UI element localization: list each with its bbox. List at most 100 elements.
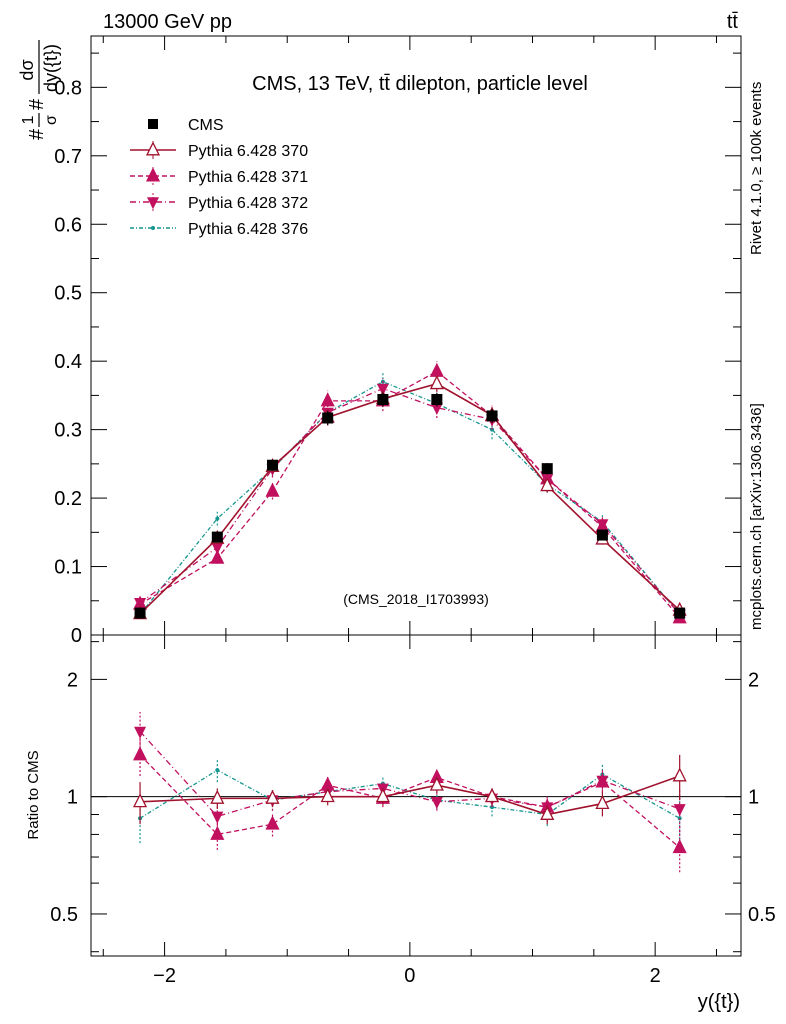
series-line [139,380,681,615]
y-axis-label-mid: # [26,98,48,110]
data-point [211,542,224,555]
legend-label: Pythia 6.428 372 [188,195,308,212]
legend-label: CMS [188,117,224,134]
data-point [322,412,334,424]
data-point [431,394,443,406]
ratio-tick-label-right: 2 [748,669,759,691]
series-1 [133,375,687,620]
y-tick-label: 0.5 [54,283,82,305]
ratio-point [430,797,443,810]
ratio-point [211,811,224,824]
data-point [429,375,444,390]
ratio-tick-label: 0.5 [50,904,78,926]
ratio-point [677,816,682,821]
y-tick-label: 0.6 [54,214,82,236]
y-tick-label: 0.7 [54,146,82,168]
ratio-point [265,789,280,804]
legend-swatch-marker [147,197,159,210]
legend-label: Pythia 6.428 376 [188,221,308,238]
source-label: mcplots.cern.ch [arXiv:1306.3436] [748,403,765,630]
data-point [210,549,225,564]
ratio-point [540,805,555,820]
y-tick-label: 0.3 [54,420,82,442]
series-layer [133,361,687,624]
ratio-tick-label-right: 1 [748,787,759,809]
ratio-point [672,767,687,782]
ratio-point [134,726,147,739]
legend-swatch-marker [145,167,161,182]
ratio-point [320,788,335,803]
ratio-layer [133,711,687,873]
ratio-point [673,804,686,817]
data-point [486,410,498,422]
legend-swatch-marker [148,119,158,129]
legend-swatch-marker [145,141,161,156]
data-point [377,394,389,406]
legend-item: Pythia 6.428 371 [130,167,308,186]
y-tick-label: 0.8 [54,77,82,99]
data-point [429,362,444,377]
ratio-point [595,773,610,788]
ratio-tick-label: 2 [67,669,78,691]
legend: CMS Pythia 6.428 370 Pythia 6.428 371 Pythi… [130,117,308,238]
ratio-point [215,768,220,773]
legend-item: Pythia 6.428 370 [130,141,308,160]
process-label: tt̄ [727,11,739,33]
ratio-point [133,746,148,761]
chart-title: CMS, 13 TeV, tt̄ dilepton, particle leve… [252,73,588,95]
ratio-series-1 [133,754,687,825]
legend-item: Pythia 6.428 376 [130,221,308,238]
x-tick-label: 2 [650,965,661,987]
ratio-line [139,731,680,818]
ratio-point [595,794,610,810]
ratio-point [210,789,225,804]
series-line [139,387,681,615]
series-3 [134,378,686,622]
y-axis-label-prefix: # [26,128,48,140]
data-point [430,402,443,415]
ratio-tick-label: 1 [67,787,78,809]
series-0 [134,392,686,619]
y-tick-label: 0.1 [54,557,82,579]
legend-label: Pythia 6.428 371 [188,169,308,186]
data-point [540,477,555,492]
data-point [267,459,279,471]
data-point [376,383,389,396]
analysis-watermark: (CMS_2018_I1703993) [343,591,489,607]
data-point [541,463,553,475]
series-line [139,382,681,615]
ratio-point [429,776,444,791]
y-tick-label: 0.4 [54,351,82,373]
y-axis-label-den2: dy({t}) [41,44,61,92]
ratio-axis-label: Ratio to CMS [25,750,42,839]
series-line [139,370,681,619]
data-point [596,529,608,541]
y-tick-label: 0.2 [54,488,82,510]
ratio-tick-label-right: 0.5 [748,904,776,926]
x-tick-label: 0 [404,965,415,987]
ratio-line [140,775,680,816]
y-tick-label: 0 [71,625,82,647]
legend-swatch-marker [151,226,155,230]
y-axis-label-num1: 1 [20,115,37,124]
data-point [320,392,335,407]
y-axis-label-num2: dσ [17,59,37,80]
axes: −2 0 2 0 0.1 0.2 0.3 0.4 0.5 0.6 0.7 0.8 0.5 0.5 1 1 2 2 [50,36,776,987]
x-tick-label: −2 [153,965,176,987]
ratio-point [133,793,148,808]
legend-label: Pythia 6.428 370 [188,143,308,160]
legend-item: Pythia 6.428 372 [130,193,308,212]
data-point [215,516,220,521]
ratio-line [139,754,681,849]
data-point [265,482,280,497]
ratio-point [375,788,390,803]
energy-label: 13000 GeV pp [103,11,232,33]
ratio-plot-frame [90,634,742,957]
ratio-point [265,815,280,830]
x-axis-label: y({t}) [698,991,740,1013]
data-point [134,607,146,619]
legend-item: CMS [148,117,224,134]
series-4 [138,372,682,618]
y-axis-label: # 1 σ # dσ dy({t}) [17,40,61,140]
